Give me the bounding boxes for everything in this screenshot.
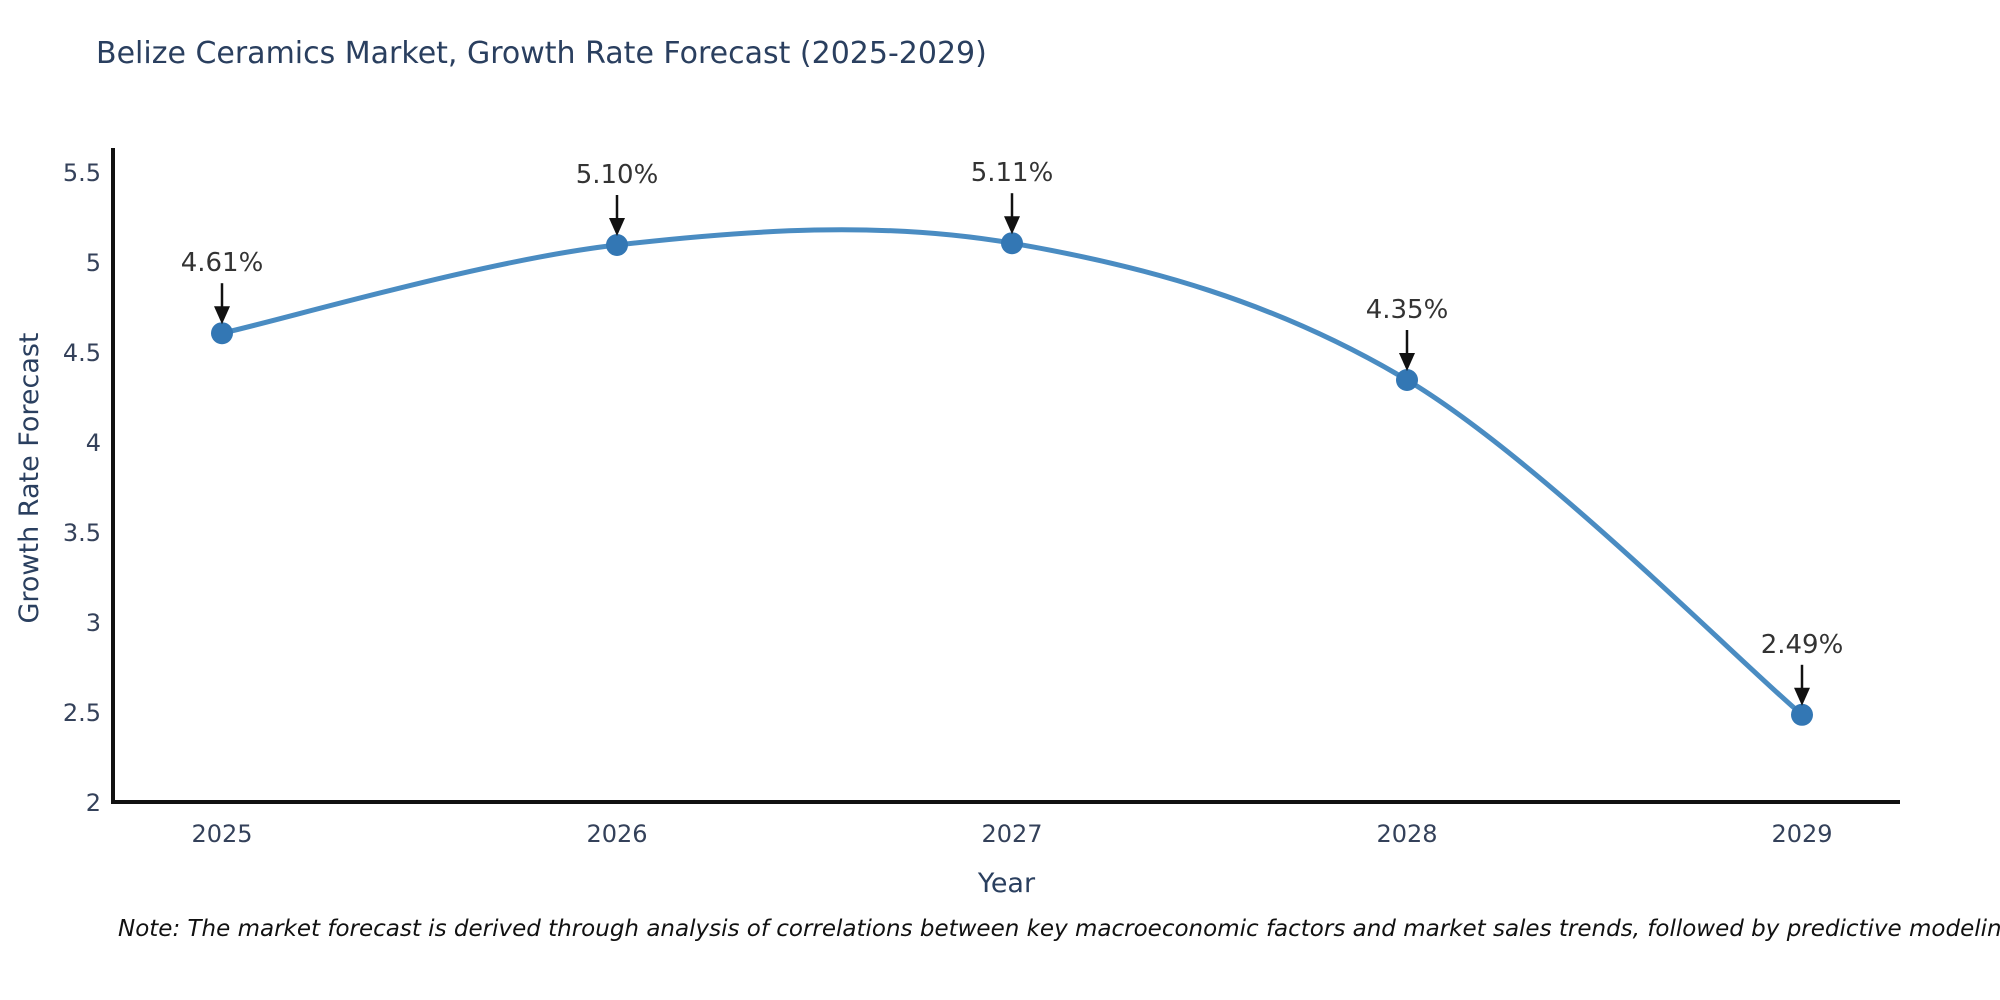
data-point-marker <box>606 234 628 256</box>
annotation-arrowhead <box>609 218 625 236</box>
data-point-annotation: 2.49% <box>1761 630 1844 660</box>
y-axis-title: Growth Rate Forecast <box>14 332 45 623</box>
annotation-arrowhead <box>1399 353 1415 371</box>
y-tick-label: 2.5 <box>63 699 101 727</box>
data-point-marker <box>1001 232 1023 255</box>
y-tick-label: 3 <box>86 609 101 637</box>
y-tick-label: 2 <box>86 789 101 817</box>
data-point-marker <box>1791 703 1813 726</box>
data-point-annotation: 5.11% <box>971 158 1054 188</box>
data-point-annotation: 4.61% <box>181 248 264 278</box>
x-tick-label: 2027 <box>981 820 1042 848</box>
x-tick-label: 2029 <box>1771 820 1832 848</box>
data-point-annotation: 5.10% <box>576 160 659 190</box>
y-tick-label: 5.5 <box>63 159 101 187</box>
forecast-line <box>219 227 1805 718</box>
data-point-marker <box>211 322 233 345</box>
y-tick-label: 4 <box>86 429 101 457</box>
data-point-marker <box>1396 369 1418 391</box>
x-axis-title: Year <box>977 868 1036 899</box>
footnote: Note: The market forecast is derived thr… <box>118 916 2000 942</box>
annotation-arrowhead <box>1004 216 1020 235</box>
chart-title: Belize Ceramics Market, Growth Rate Fore… <box>96 36 987 71</box>
x-tick-label: 2028 <box>1376 820 1437 848</box>
annotation-arrowhead <box>214 306 230 325</box>
y-tick-label: 3.5 <box>63 519 101 547</box>
y-tick-label: 5 <box>86 249 101 277</box>
x-tick-label: 2026 <box>586 820 647 848</box>
data-point-annotation: 4.35% <box>1366 295 1449 325</box>
y-tick-label: 4.5 <box>63 339 101 367</box>
annotation-arrowhead <box>1794 687 1810 706</box>
x-tick-label: 2025 <box>191 820 252 848</box>
